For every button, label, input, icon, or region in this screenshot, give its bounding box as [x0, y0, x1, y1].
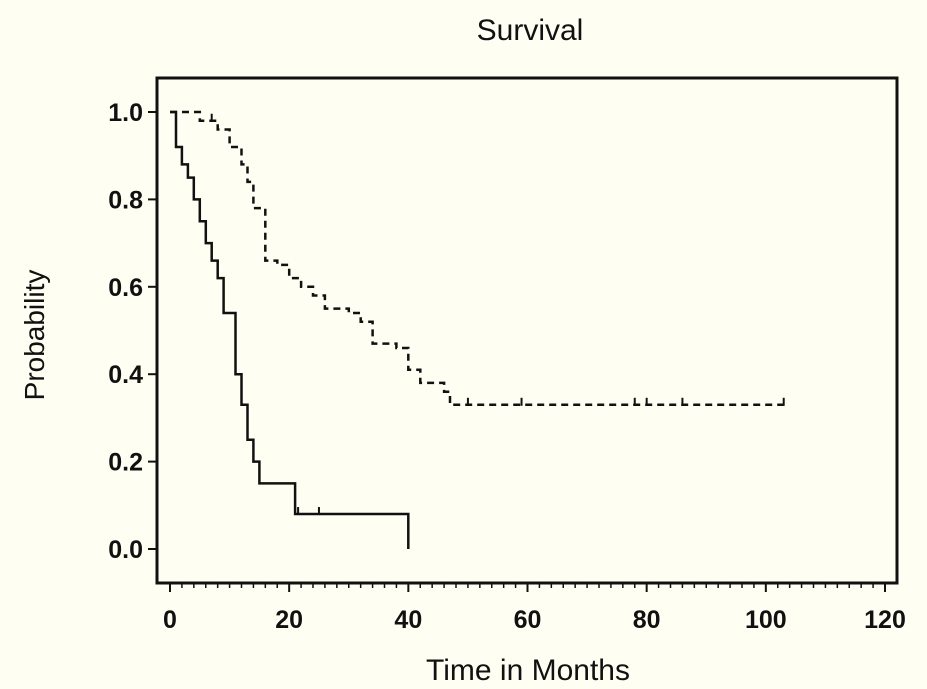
- axis-ticks: 0 20 40 60 80 100 120 0.0 0.2 0.4 0.6 0.8 1.0: [108, 99, 906, 634]
- y-tick-label: 0.4: [108, 361, 143, 389]
- y-tick-label: 0.2: [108, 449, 143, 477]
- x-tick-label: 80: [633, 606, 661, 634]
- y-tick-label: 1.0: [108, 99, 143, 127]
- survival-curve-dashed: [170, 110, 784, 407]
- y-axis-label: Probability: [19, 270, 50, 401]
- x-tick-label: 0: [163, 606, 177, 634]
- x-tick-label: 20: [275, 606, 303, 634]
- y-tick-label: 0.6: [108, 274, 143, 302]
- x-tick-label: 100: [745, 606, 787, 634]
- x-axis-label: Time in Months: [426, 654, 630, 687]
- survival-curve-solid: [170, 110, 410, 549]
- x-tick-label: 40: [394, 606, 422, 634]
- x-tick-label: 120: [864, 606, 906, 634]
- series-layer: [170, 110, 785, 549]
- y-tick-label: 0.8: [108, 186, 143, 214]
- chart-title: Survival: [477, 14, 584, 47]
- y-tick-label: 0.0: [108, 536, 143, 564]
- x-tick-label: 60: [514, 606, 542, 634]
